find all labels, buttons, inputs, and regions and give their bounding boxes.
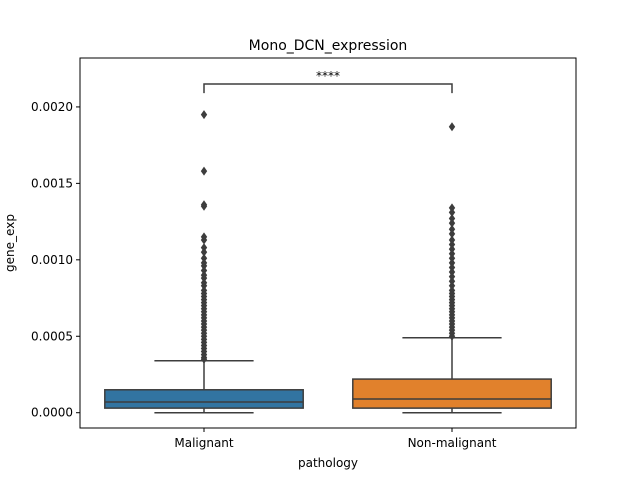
outlier-point	[200, 261, 208, 271]
outlier-point	[200, 266, 208, 276]
outlier-point	[448, 262, 456, 272]
outlier-point	[448, 253, 456, 263]
outlier-point	[200, 166, 208, 176]
outlier-point	[200, 247, 208, 257]
outlier-point	[200, 281, 208, 291]
significance-label: ****	[316, 69, 340, 83]
outlier-point	[448, 249, 456, 259]
outlier-point	[448, 235, 456, 245]
x-axis-label: pathology	[298, 456, 358, 470]
iqr-box	[104, 389, 304, 409]
outlier-point	[448, 207, 456, 217]
outlier-point	[448, 229, 456, 239]
outlier-point	[448, 224, 456, 234]
y-tick-label: 0.0010	[31, 253, 73, 267]
outlier-point	[448, 122, 456, 132]
box-group-0	[104, 110, 304, 414]
outlier-point	[448, 214, 456, 224]
outlier-point	[448, 267, 456, 277]
outlier-point	[448, 281, 456, 291]
iqr-box	[352, 378, 552, 409]
y-axis: 0.0000 0.0005 0.0010 0.0015 0.0020	[31, 100, 80, 420]
outlier-point	[448, 272, 456, 282]
outlier-point	[200, 235, 208, 245]
y-axis-label: gene_exp	[3, 214, 17, 272]
x-tick-label: Non-malignant	[408, 436, 497, 450]
outlier-point	[200, 243, 208, 253]
outlier-point	[448, 331, 456, 341]
x-axis: Malignant Non-malignant	[174, 428, 497, 450]
y-tick-label: 0.0000	[31, 406, 73, 420]
y-tick-label: 0.0005	[31, 329, 73, 343]
outlier-point	[200, 201, 208, 211]
significance-annotation: ****	[203, 69, 453, 94]
plot-content: ****	[104, 69, 552, 414]
outlier-point	[448, 203, 456, 213]
significance-bracket	[203, 83, 453, 94]
outlier-point	[448, 244, 456, 254]
outlier-point	[448, 240, 456, 250]
outlier-point	[448, 276, 456, 286]
y-tick-label: 0.0015	[31, 176, 73, 190]
x-tick-label: Malignant	[174, 436, 234, 450]
outlier-point	[200, 273, 208, 283]
outlier-point	[448, 218, 456, 228]
plot-frame	[79, 57, 577, 429]
chart-title: Mono_DCN_expression	[249, 38, 408, 54]
box-group-1	[352, 122, 552, 414]
outlier-point	[448, 258, 456, 268]
outlier-point	[200, 110, 208, 120]
y-tick-label: 0.0020	[31, 100, 73, 114]
outlier-point	[200, 253, 208, 263]
outlier-point	[200, 354, 208, 364]
